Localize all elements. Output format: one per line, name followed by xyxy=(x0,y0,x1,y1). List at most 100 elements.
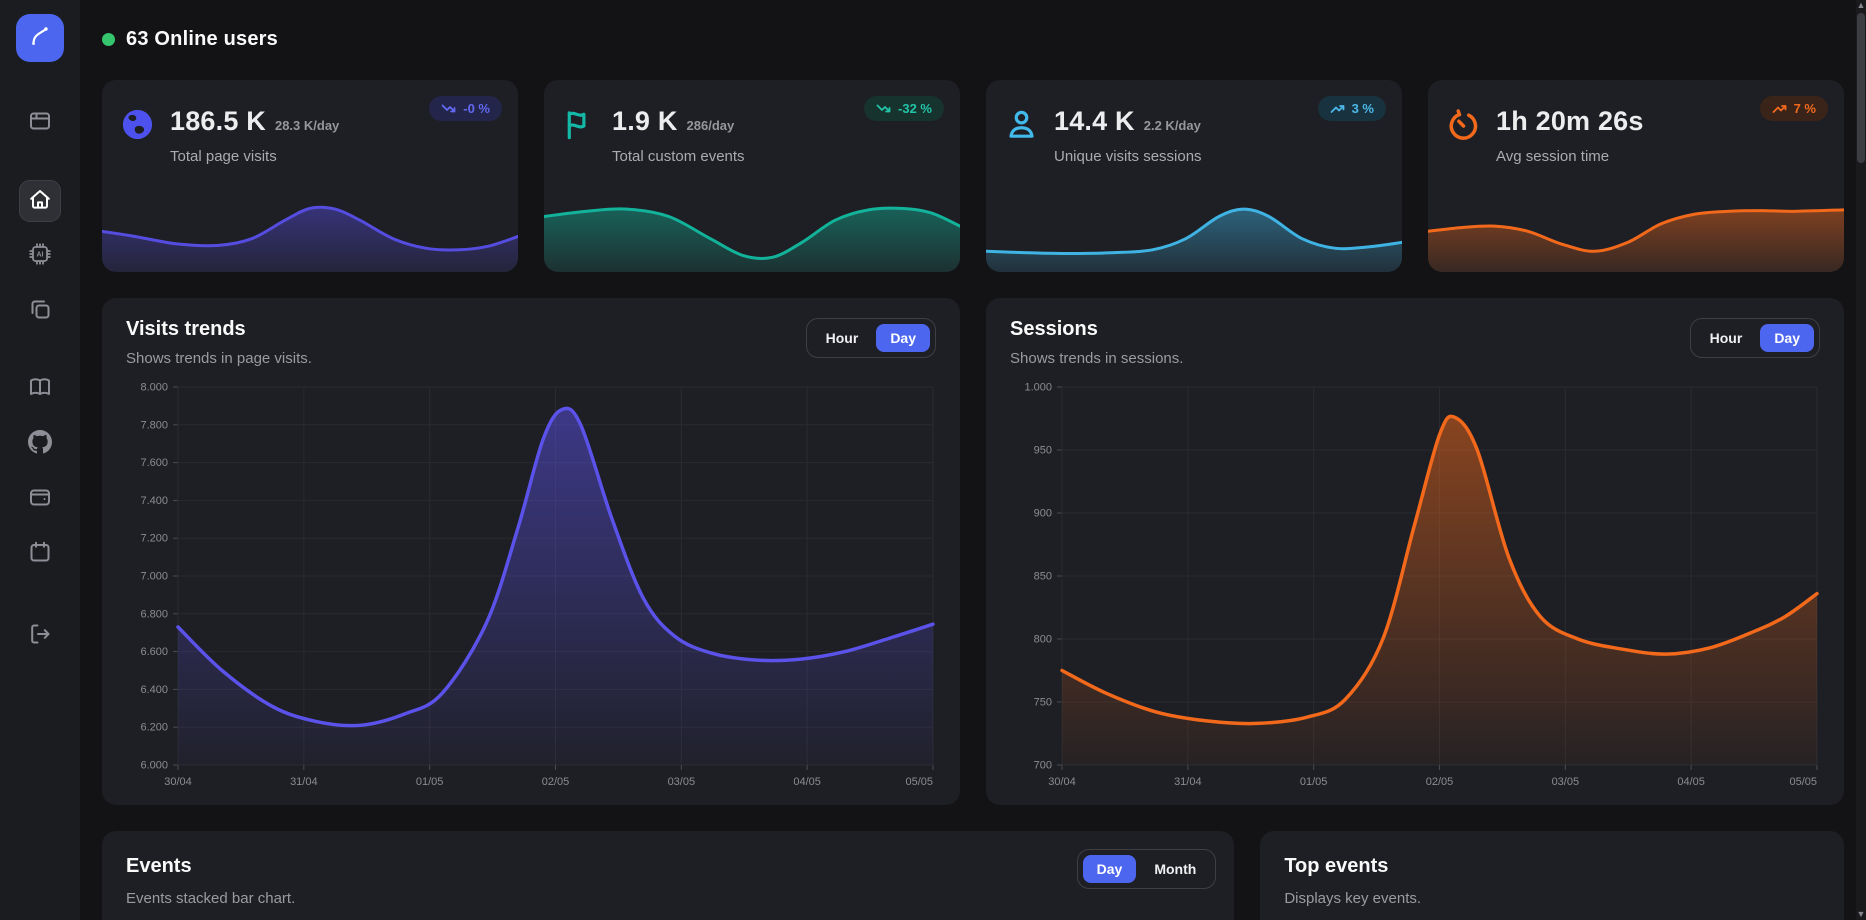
spark-total-custom-events-svg xyxy=(544,206,960,272)
spark-total-custom-events-line xyxy=(544,206,960,261)
github-icon xyxy=(28,429,52,459)
spark-total-page-visits-area xyxy=(102,207,518,272)
timer-icon xyxy=(1446,107,1481,142)
stat-card-total-custom-events: 1.9 K 286/day Total custom events -32 % xyxy=(544,80,960,272)
sidebar-item-docs[interactable] xyxy=(19,368,61,410)
stat-label: Unique visits sessions xyxy=(1054,148,1202,165)
y-axis-label: 700 xyxy=(1034,760,1052,772)
spark-avg-session-time-line xyxy=(1428,208,1844,253)
trend-badge: 7 % xyxy=(1759,96,1828,121)
y-axis-label: 1.000 xyxy=(1024,382,1052,394)
scrollbar-thumb[interactable] xyxy=(1857,13,1865,163)
stat-value: 14.4 K xyxy=(1054,106,1135,136)
x-axis-label: 03/05 xyxy=(668,776,696,788)
sidebar-item-calendar[interactable] xyxy=(19,533,61,575)
stat-value: 1.9 K xyxy=(612,106,678,136)
stat-value: 186.5 K xyxy=(170,106,266,136)
panel-title: Top events xyxy=(1284,855,1389,877)
y-axis-label: 800 xyxy=(1034,634,1052,646)
toggle-option-day[interactable]: Day xyxy=(1760,324,1814,352)
flag-icon xyxy=(562,107,597,142)
wallet-icon xyxy=(28,485,52,514)
spark-total-page-visits-line xyxy=(102,205,518,252)
trend-badge-value: -32 % xyxy=(898,101,932,116)
book-icon xyxy=(28,375,52,404)
toggle-option-hour[interactable]: Hour xyxy=(1696,324,1757,352)
toggle-option-month[interactable]: Month xyxy=(1140,855,1210,883)
x-axis-label: 04/05 xyxy=(793,776,821,788)
visits-trends-line xyxy=(176,406,935,728)
x-axis-label: 02/05 xyxy=(542,776,570,788)
user-icon xyxy=(1004,107,1039,142)
sidebar-item-logout[interactable] xyxy=(19,615,61,657)
toggle-option-day[interactable]: Day xyxy=(1082,855,1137,883)
x-axis-label: 01/05 xyxy=(416,776,444,788)
trend-up-icon xyxy=(1772,104,1786,113)
sparkline-avg-session-time xyxy=(1428,198,1844,272)
spark-avg-session-time-area xyxy=(1428,209,1844,272)
toggle-option-day[interactable]: Day xyxy=(876,324,930,352)
stat-card-total-page-visits: 186.5 K 28.3 K/day Total page visits -0 … xyxy=(102,80,518,272)
bottom-row: Events Events stacked bar chart. Day Mon… xyxy=(102,831,1844,920)
visits-interval-toggle: Hour Day xyxy=(805,318,936,358)
browser-window-icon xyxy=(28,109,52,138)
spark-total-page-visits-svg xyxy=(102,205,518,272)
sidebar-item-github[interactable] xyxy=(19,423,61,465)
visits-trends-area xyxy=(178,408,933,765)
panel-title: Visits trends xyxy=(126,318,246,340)
panel-subtitle: Events stacked bar chart. xyxy=(126,890,296,907)
spark-unique-visits-sessions-svg xyxy=(986,207,1402,272)
y-axis-label: 850 xyxy=(1034,571,1052,583)
sidebar-item-wallet[interactable] xyxy=(19,478,61,520)
visits-trends-chart: 8.000 7.800 7.600 7.400 7.200 7.000 6.800 6.600… xyxy=(126,377,936,793)
stat-per-day: 286/day xyxy=(686,118,735,133)
globe-icon xyxy=(120,107,155,142)
svg-text:AI: AI xyxy=(37,251,44,258)
y-axis-label: 900 xyxy=(1034,508,1052,520)
x-axis-label: 03/05 xyxy=(1552,776,1580,788)
calendar-icon xyxy=(28,540,52,569)
copy-icon xyxy=(28,297,52,326)
sidebar: AI xyxy=(0,0,80,920)
y-axis-label: 6.800 xyxy=(140,608,168,620)
visits-trends-panel: Visits trends Shows trends in page visit… xyxy=(102,298,960,805)
y-axis-label: 950 xyxy=(1034,445,1052,457)
stat-card-avg-session-time: 1h 20m 26s Avg session time 7 % xyxy=(1428,80,1844,272)
home-icon xyxy=(28,187,52,216)
trend-badge-value: -0 % xyxy=(463,101,490,116)
x-axis-label: 30/04 xyxy=(1048,776,1076,788)
toggle-option-hour[interactable]: Hour xyxy=(812,324,873,352)
scrollbar-up-arrow[interactable]: ▲ xyxy=(1856,0,1866,10)
ai-chip-icon: AI xyxy=(28,242,52,271)
y-axis-label: 7.000 xyxy=(140,571,168,583)
online-users-header: 63 Online users xyxy=(102,26,1844,52)
y-axis-label: 7.200 xyxy=(140,533,168,545)
sparkline-unique-visits-sessions xyxy=(986,198,1402,272)
trend-badge: 3 % xyxy=(1317,96,1386,121)
sidebar-item-home[interactable] xyxy=(19,180,61,222)
y-axis-label: 6.000 xyxy=(140,760,168,772)
stat-per-day: 28.3 K/day xyxy=(274,118,340,133)
charts-row: Visits trends Shows trends in page visit… xyxy=(102,298,1844,805)
stat-label: Avg session time xyxy=(1496,148,1610,165)
sidebar-item-ai[interactable]: AI xyxy=(19,235,61,277)
sessions-panel: Sessions Shows trends in sessions. Hour … xyxy=(986,298,1844,805)
x-axis-label: 30/04 xyxy=(164,776,192,788)
stat-card-unique-visits-sessions: 14.4 K 2.2 K/day Unique visits sessions … xyxy=(986,80,1402,272)
y-axis-label: 6.200 xyxy=(140,722,168,734)
y-axis-label: 7.800 xyxy=(140,419,168,431)
y-axis-label: 6.600 xyxy=(140,646,168,658)
spline-curve-icon xyxy=(27,23,53,54)
panel-subtitle: Displays key events. xyxy=(1284,890,1422,907)
sparkline-total-page-visits xyxy=(102,198,518,272)
app-logo[interactable] xyxy=(16,14,64,62)
sidebar-item-panels[interactable] xyxy=(19,102,61,144)
panel-title: Events xyxy=(126,855,192,877)
scrollbar-down-arrow[interactable]: ▼ xyxy=(1856,909,1866,919)
x-axis-label: 05/05 xyxy=(905,776,933,788)
sessions-area xyxy=(1062,416,1817,765)
sidebar-item-copy[interactable] xyxy=(19,290,61,332)
spark-avg-session-time-svg xyxy=(1428,208,1844,272)
x-axis-label: 01/05 xyxy=(1300,776,1328,788)
spark-unique-visits-sessions-area xyxy=(986,209,1402,272)
